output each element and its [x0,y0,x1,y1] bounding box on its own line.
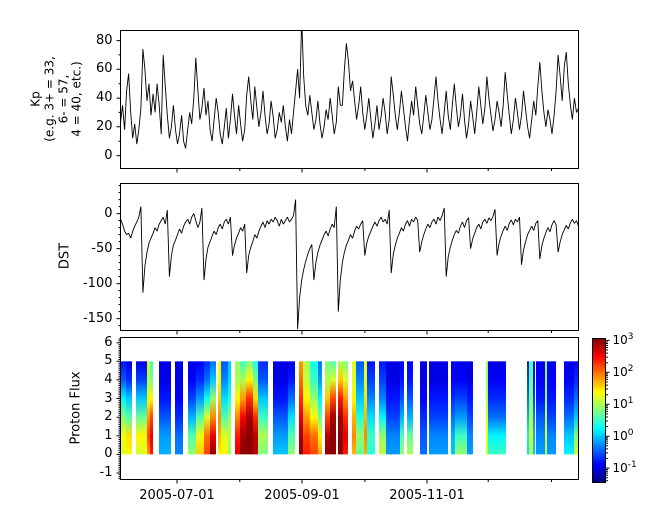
proton-flux-heatmap-column [150,361,154,455]
pr-ytick-label: 2 [104,409,113,424]
colorbar-tick-label: 103 [612,332,634,347]
proton-flux-heatmap-column [303,361,310,455]
proton-flux-heatmap-column [343,361,348,455]
dst-ytick-label: 0 [104,206,113,221]
colorbar-tick-marks [605,339,610,482]
date-tick-label: 2005-11-01 [389,488,465,503]
proton-flux-heatmap-column [159,361,172,455]
proton-flux-heatmap-column [135,361,148,455]
pr-ytick-label: 0 [104,446,113,461]
proton-flux-heatmap-column [298,361,304,455]
colorbar-tick-label: 10-1 [612,460,637,475]
proton-flux-heatmap-column [356,361,365,455]
proton-flux-heatmap-column [121,361,126,455]
colorbar-tick-label: 101 [612,396,634,411]
axis-tick-marks [116,40,552,484]
pr-ytick-label: 6 [104,335,113,350]
proton-flux-heatmap-column [364,361,367,455]
proton-flux-heatmap-column [367,361,376,455]
proton-flux-heatmap-column [188,361,196,455]
colorbar-tick-label: 102 [612,364,634,379]
proton-flux-heatmap-column [407,361,414,455]
kp-axis-label-line1: Kp [28,91,43,107]
proton-flux-heatmap-column [253,361,258,455]
proton-flux-heatmap-column [317,361,322,455]
proton-flux-heatmap-column [527,361,529,455]
proton-flux-heatmap-column [545,361,547,455]
proton-flux-heatmap-column [466,361,473,455]
proton-flux-heatmap-column [329,361,336,455]
proton-flux-heatmap-column [420,361,427,455]
proton-flux-heatmap-column [400,361,404,455]
colorbar [592,338,606,483]
proton-flux-heatmap-column [488,361,506,455]
kp-ytick-label: 0 [104,148,113,163]
proton-flux-heatmap-column [175,361,184,455]
proton-flux-heatmap-column [309,361,318,455]
kp-series-line [120,30,579,149]
colorbar-tick-label: 100 [612,428,634,443]
proton-flux-heatmap-column [245,361,253,455]
proton-flux-heatmap-column [195,361,204,455]
colorbar-frame [592,338,606,483]
pr-panel-frame [120,337,579,480]
proton-flux-heatmap-column [227,361,232,455]
pr-ytick-label: 5 [104,353,113,368]
proton-flux-heatmap-column [546,361,557,455]
dst-series-line [120,199,579,330]
proton-flux-heatmap-column [338,361,343,455]
dst-ytick-label: -100 [82,276,113,291]
proton-flux-heatmap-column [450,361,455,455]
kp-ytick-label: 40 [95,90,113,105]
proton-flux-heatmap-column [287,361,295,455]
kp-axis-label-line2: (e.g. 3+ = 33, [42,56,57,142]
proton-flux-heatmap-column [536,361,546,455]
proton-flux-heatmap-column [454,361,467,455]
kp-ytick-label: 60 [95,61,113,76]
proton-flux-heatmap-column [352,361,356,455]
proton-flux-heatmap-column [257,361,269,455]
date-tick-label: 2005-07-01 [139,488,215,503]
proton-flux-heatmap-column [563,361,575,455]
proton-flux-heatmap-column [203,361,210,455]
dst-ytick-label: -150 [82,311,113,326]
kp-ytick-label: 80 [95,33,113,48]
proton-flux-heatmap-column [273,361,288,455]
pr-ytick-label: -1 [99,465,113,480]
pr-ytick-label: 4 [104,372,113,387]
proton-flux-heatmap-column [386,361,401,455]
proton-flux-heatmap-column [235,361,240,455]
proton-flux-heatmap-column [209,361,216,455]
proton-flux-heatmap-column [429,361,449,455]
kp-panel-frame [120,30,579,169]
proton-flux-heatmap-column [147,361,150,455]
proton-flux-heatmap-column [239,361,246,455]
proton-flux-heatmap-column [126,361,132,455]
pr-ytick-label: 1 [104,428,113,443]
proton-flux-heatmap-column [574,361,578,455]
proton-flux-heatmap-column [379,361,387,455]
proton-flux-heatmap-column [533,361,535,455]
proton-flux-heatmap-column [528,361,534,455]
proton-flux-heatmap-column [218,361,221,455]
dst-panel-frame [120,183,579,331]
date-tick-label: 2005-09-01 [264,488,340,503]
proton-flux-heatmap-column [220,361,228,455]
pr-ytick-label: 3 [104,391,113,406]
proton-flux-heatmap-column [325,361,330,455]
proton-flux-heatmap-column [485,361,488,455]
kp-ytick-label: 20 [95,119,113,134]
dst-ytick-label: -50 [91,241,113,256]
